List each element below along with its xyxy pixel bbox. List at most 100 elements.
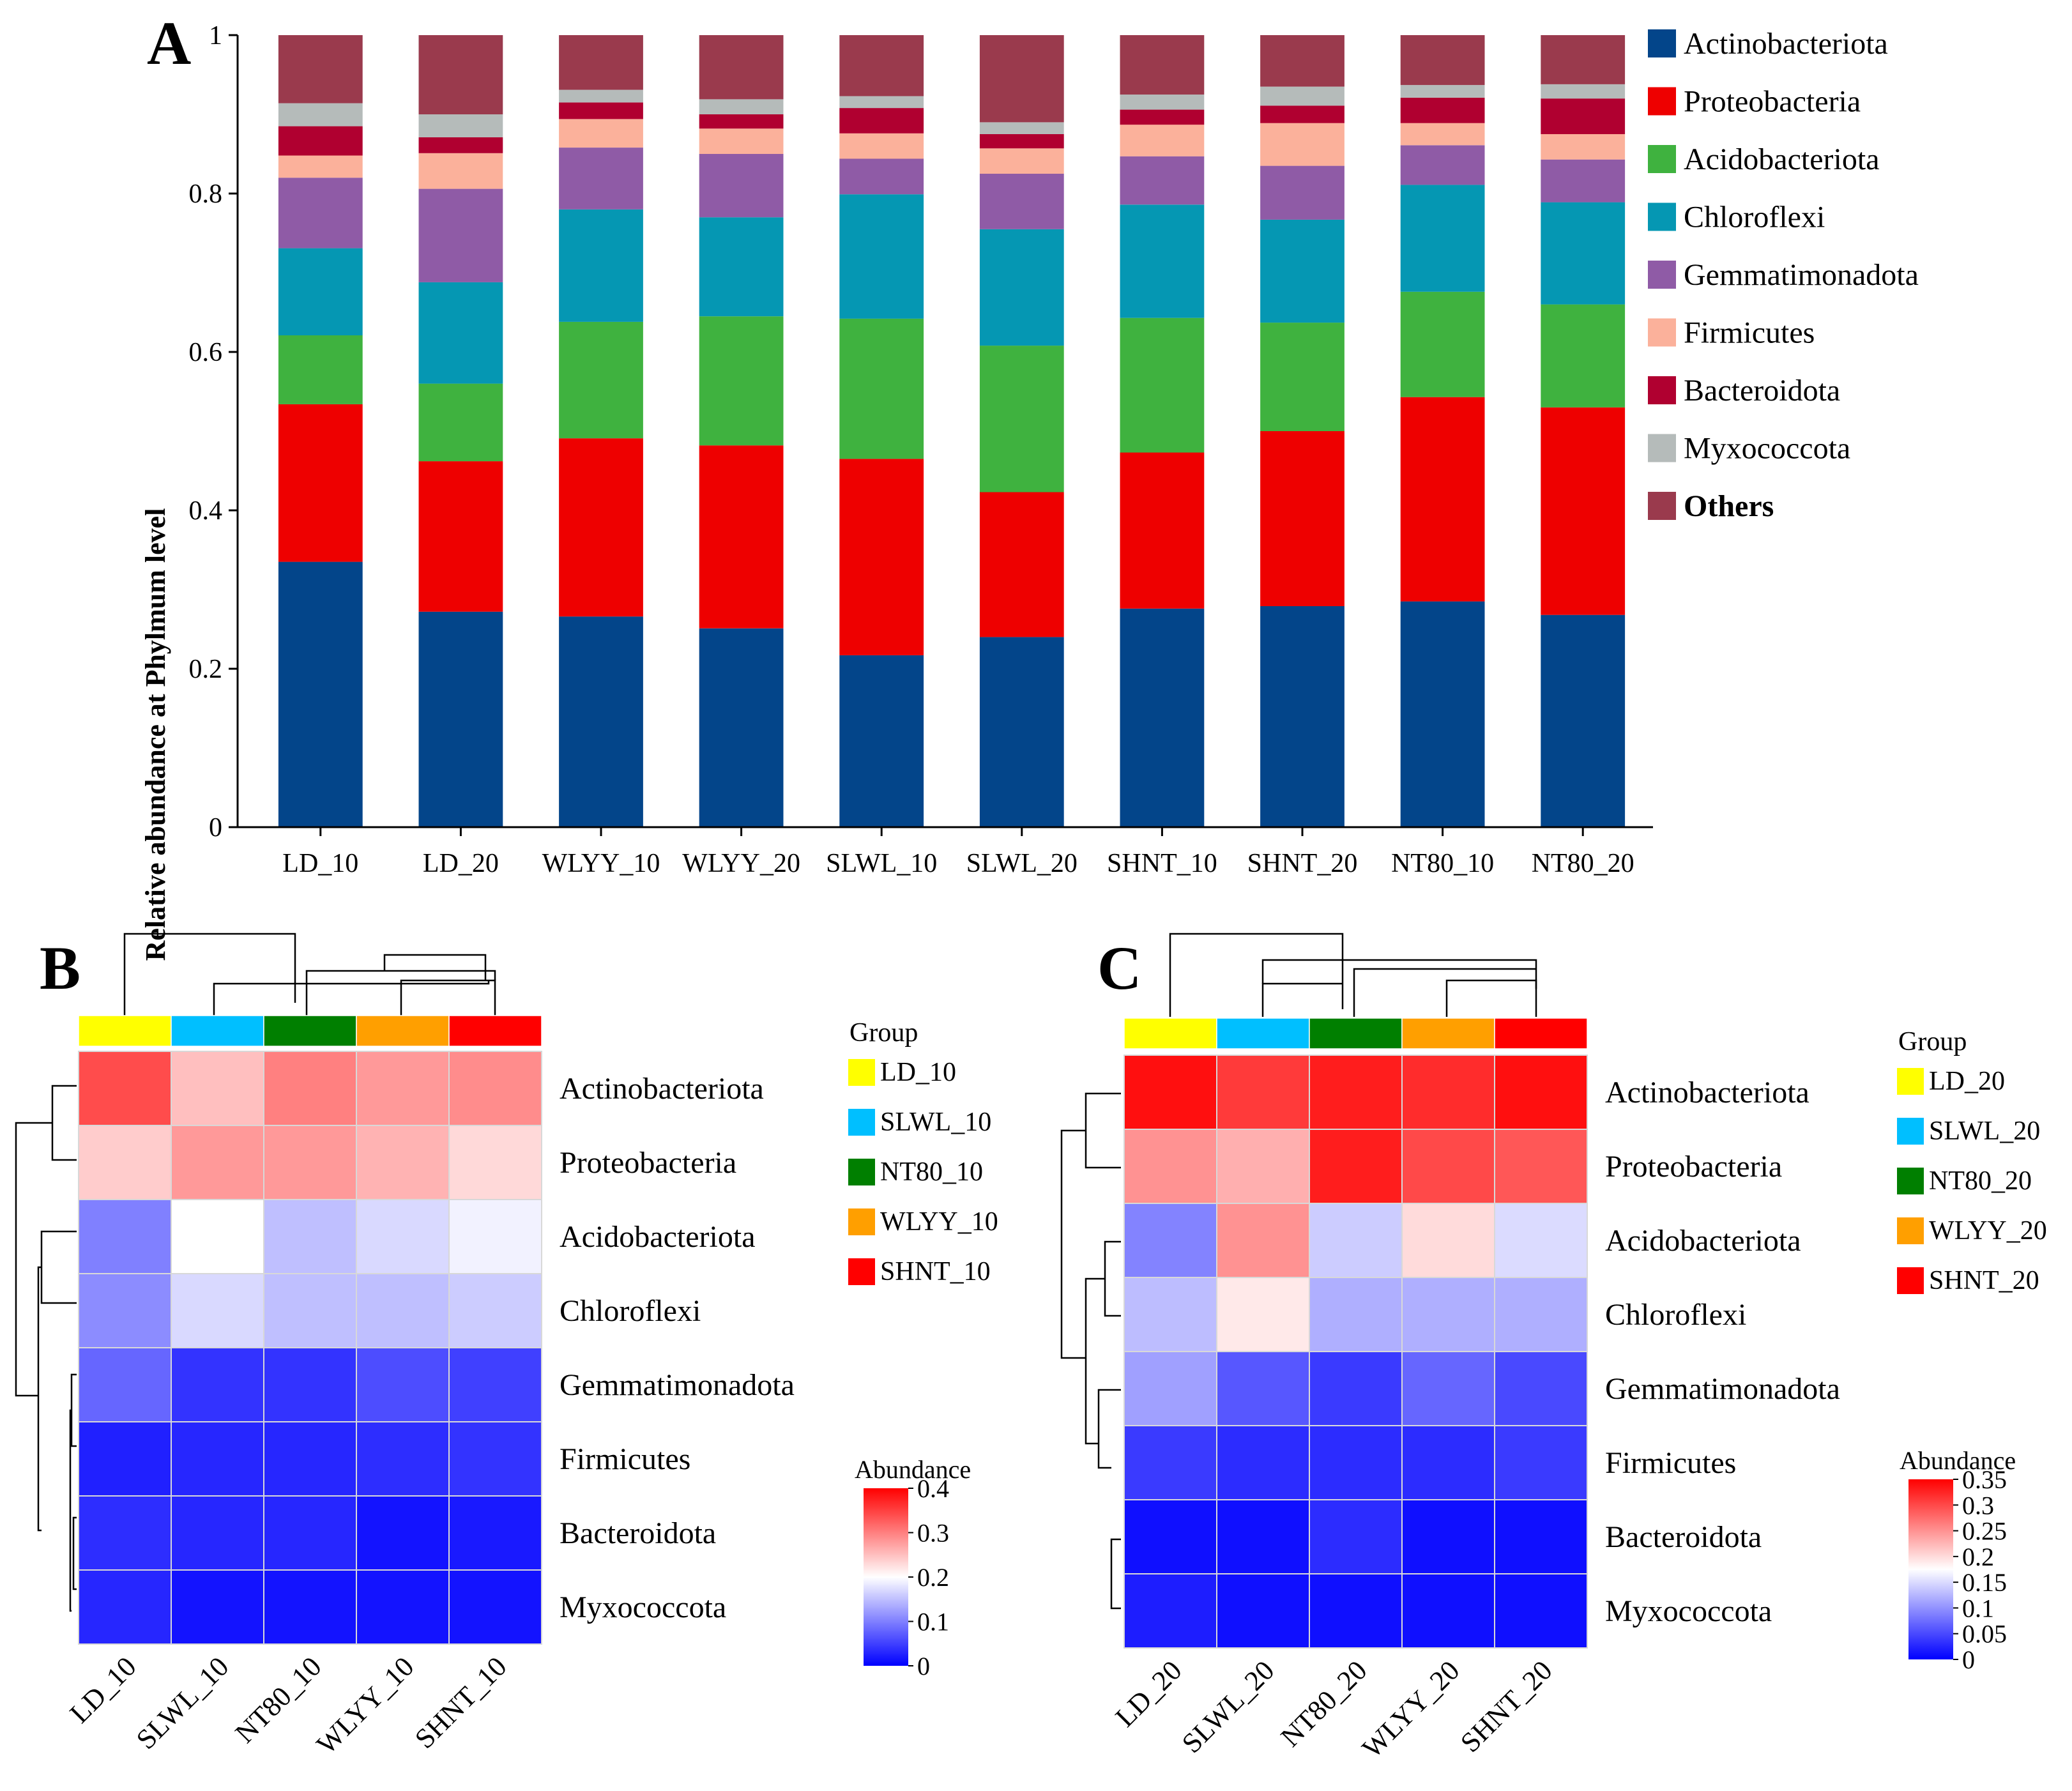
- heatmap-cell-gemmatimonadota-nt80-10: [263, 1347, 357, 1422]
- y-axis-label: Relative abundance at Phylmum level: [140, 508, 171, 961]
- bar-segment-actinobacteriota-shnt-20: [1260, 606, 1345, 827]
- heatmap-cells: [1124, 1055, 1588, 1649]
- bar-segment-chloroflexi-ld-10: [278, 248, 363, 335]
- bar-segment-actinobacteriota-ld-10: [278, 561, 363, 827]
- bar-segment-others-ld-10: [278, 35, 363, 103]
- heatmap-cell-myxococcota-slwl-20: [1216, 1573, 1310, 1649]
- row-label-firmicutes: Firmicutes: [1605, 1446, 1736, 1480]
- heatmap-cell-myxococcota-nt80-10: [263, 1569, 357, 1645]
- heatmap-cell-bacteroidota-slwl-20: [1216, 1499, 1310, 1574]
- colorbar-tick-label: 0.35: [1962, 1465, 2007, 1494]
- heatmap-cell-firmicutes-wlyy-20: [1401, 1425, 1495, 1500]
- bar-segment-firmicutes-slwl-10: [839, 133, 924, 159]
- row-label-actinobacteriota: Actinobacteriota: [560, 1072, 764, 1106]
- bar-segment-others-wlyy-20: [699, 35, 784, 100]
- bar-segment-myxococcota-nt80-10: [1400, 85, 1485, 98]
- heatmap-cell-acidobacteriota-nt80-10: [263, 1199, 357, 1274]
- group-legend-title: Group: [1898, 1027, 1967, 1056]
- column-label-slwl-10: SLWL_10: [130, 1650, 235, 1755]
- bar-segment-others-shnt-10: [1120, 35, 1205, 95]
- group-legend-swatch-slwl-10: [848, 1109, 875, 1136]
- x-tick-label: LD_10: [282, 849, 358, 878]
- bar-segment-actinobacteriota-slwl-20: [979, 637, 1064, 827]
- heatmap-cell-chloroflexi-ld-10: [78, 1273, 172, 1348]
- colorbar-tick-label: 0.1: [917, 1608, 949, 1636]
- column-label-wlyy-10: WLYY_10: [310, 1650, 420, 1760]
- heatmap-row-labels: Actinobacteriota Proteobacteria Acidobacte…: [560, 1072, 795, 1624]
- heatmap-cell-actinobacteriota-wlyy-10: [356, 1051, 450, 1126]
- colorbar-tick-label: 0.1: [1962, 1594, 1994, 1622]
- heatmap-cell-firmicutes-wlyy-10: [356, 1421, 450, 1497]
- group-strip-cell-nt80-20: [1309, 1017, 1403, 1049]
- panel-label-b: B: [40, 934, 80, 1002]
- heatmap-cell-acidobacteriota-slwl-10: [171, 1199, 264, 1274]
- bar-segment-myxococcota-wlyy-20: [699, 99, 784, 114]
- heatmap-cell-bacteroidota-wlyy-20: [1401, 1499, 1495, 1574]
- group-strip-cell-shnt-10: [448, 1015, 542, 1047]
- heatmap-cell-actinobacteriota-nt80-10: [263, 1051, 357, 1126]
- bar-segment-myxococcota-shnt-20: [1260, 86, 1345, 106]
- group-strip-cell-shnt-20: [1494, 1017, 1588, 1049]
- heatmap-cell-bacteroidota-shnt-10: [448, 1495, 542, 1571]
- panel-b: B Actinobacteriota Proteobacteria Acidobac…: [15, 933, 998, 1760]
- bar-segment-myxococcota-slwl-10: [839, 96, 924, 109]
- bar-segment-actinobacteriota-slwl-10: [839, 655, 924, 827]
- bar-segment-gemmatimonadota-nt80-20: [1541, 159, 1626, 202]
- bar-segment-bacteroidota-slwl-10: [839, 108, 924, 133]
- column-label-nt80-20: NT80_20: [1275, 1654, 1373, 1753]
- row-label-firmicutes: Firmicutes: [560, 1442, 690, 1476]
- group-legend-swatch-slwl-20: [1897, 1118, 1924, 1145]
- x-tick-label: WLYY_10: [542, 849, 660, 878]
- heatmap-cell-bacteroidota-nt80-20: [1309, 1499, 1403, 1574]
- heatmap-cell-bacteroidota-slwl-10: [171, 1495, 264, 1571]
- heatmap-cell-acidobacteriota-slwl-20: [1216, 1203, 1310, 1278]
- row-label-proteobacteria: Proteobacteria: [560, 1146, 736, 1180]
- bar-segment-gemmatimonadota-wlyy-10: [559, 148, 643, 210]
- colorbar-tick-label: 0.3: [917, 1519, 949, 1548]
- heatmap-cell-actinobacteriota-ld-20: [1124, 1055, 1217, 1130]
- bar-segment-others-slwl-20: [979, 35, 1064, 123]
- bar-segment-gemmatimonadota-slwl-10: [839, 158, 924, 195]
- group-strip-cell-slwl-10: [171, 1015, 264, 1047]
- bar-segment-chloroflexi-shnt-20: [1260, 219, 1345, 323]
- bar-segment-chloroflexi-wlyy-10: [559, 209, 643, 322]
- bar-segment-myxococcota-wlyy-10: [559, 89, 643, 103]
- heatmap-cell-actinobacteriota-slwl-20: [1216, 1055, 1310, 1130]
- x-tick-label: SLWL_10: [826, 849, 937, 878]
- bar-segment-bacteroidota-slwl-20: [979, 134, 1064, 149]
- bar-segment-firmicutes-wlyy-20: [699, 128, 784, 154]
- heatmap-cell-proteobacteria-slwl-20: [1216, 1129, 1310, 1204]
- heatmap-cell-acidobacteriota-wlyy-20: [1401, 1203, 1495, 1278]
- row-label-myxococcota: Myxococcota: [1605, 1594, 1772, 1628]
- bar-segment-myxococcota-ld-10: [278, 103, 363, 126]
- stacked-bar-chart: LD_10 LD_20 WLYY_10 WLYY_20 SLWL_10 SLWL_20 SH…: [140, 21, 1653, 961]
- colorbar-tick-label: 0: [917, 1652, 930, 1680]
- bar-stack-layer: LD_10 LD_20 WLYY_10 WLYY_20 SLWL_10 SLWL_20 SH…: [278, 35, 1634, 878]
- heatmap-cell-gemmatimonadota-wlyy-20: [1401, 1351, 1495, 1426]
- group-color-strip: [78, 1015, 542, 1047]
- bar-segment-others-nt80-20: [1541, 35, 1626, 84]
- heatmap-cell-chloroflexi-slwl-20: [1216, 1277, 1310, 1352]
- bar-segment-proteobacteria-ld-10: [278, 404, 363, 562]
- row-label-bacteroidota: Bacteroidota: [1605, 1520, 1762, 1554]
- row-label-gemmatimonadota: Gemmatimonadota: [1605, 1372, 1840, 1406]
- bar-segment-others-ld-20: [418, 35, 503, 114]
- row-label-acidobacteriota: Acidobacteriota: [1605, 1224, 1801, 1258]
- bar-segment-chloroflexi-nt80-10: [1400, 185, 1485, 292]
- heatmap-cell-acidobacteriota-ld-10: [78, 1199, 172, 1274]
- heatmap-cell-firmicutes-shnt-20: [1494, 1425, 1588, 1500]
- heatmap-cell-bacteroidota-ld-20: [1124, 1499, 1217, 1574]
- heatmap-cell-actinobacteriota-wlyy-20: [1401, 1055, 1495, 1130]
- bar-segment-chloroflexi-nt80-20: [1541, 202, 1626, 305]
- column-label-nt80-10: NT80_10: [229, 1650, 328, 1749]
- heatmap-cell-chloroflexi-nt80-10: [263, 1273, 357, 1348]
- heatmap-cell-chloroflexi-shnt-10: [448, 1273, 542, 1348]
- group-legend-label-slwl-20: SLWL_20: [1929, 1117, 2040, 1146]
- colorbar-tick-label: 0.25: [1962, 1517, 2007, 1546]
- bar-segment-chloroflexi-slwl-20: [979, 229, 1064, 346]
- group-strip-cell-wlyy-20: [1401, 1017, 1495, 1049]
- group-legend-label-nt80-10: NT80_10: [880, 1157, 983, 1187]
- bar-segment-acidobacteriota-slwl-10: [839, 318, 924, 459]
- x-tick-label: WLYY_20: [682, 849, 800, 878]
